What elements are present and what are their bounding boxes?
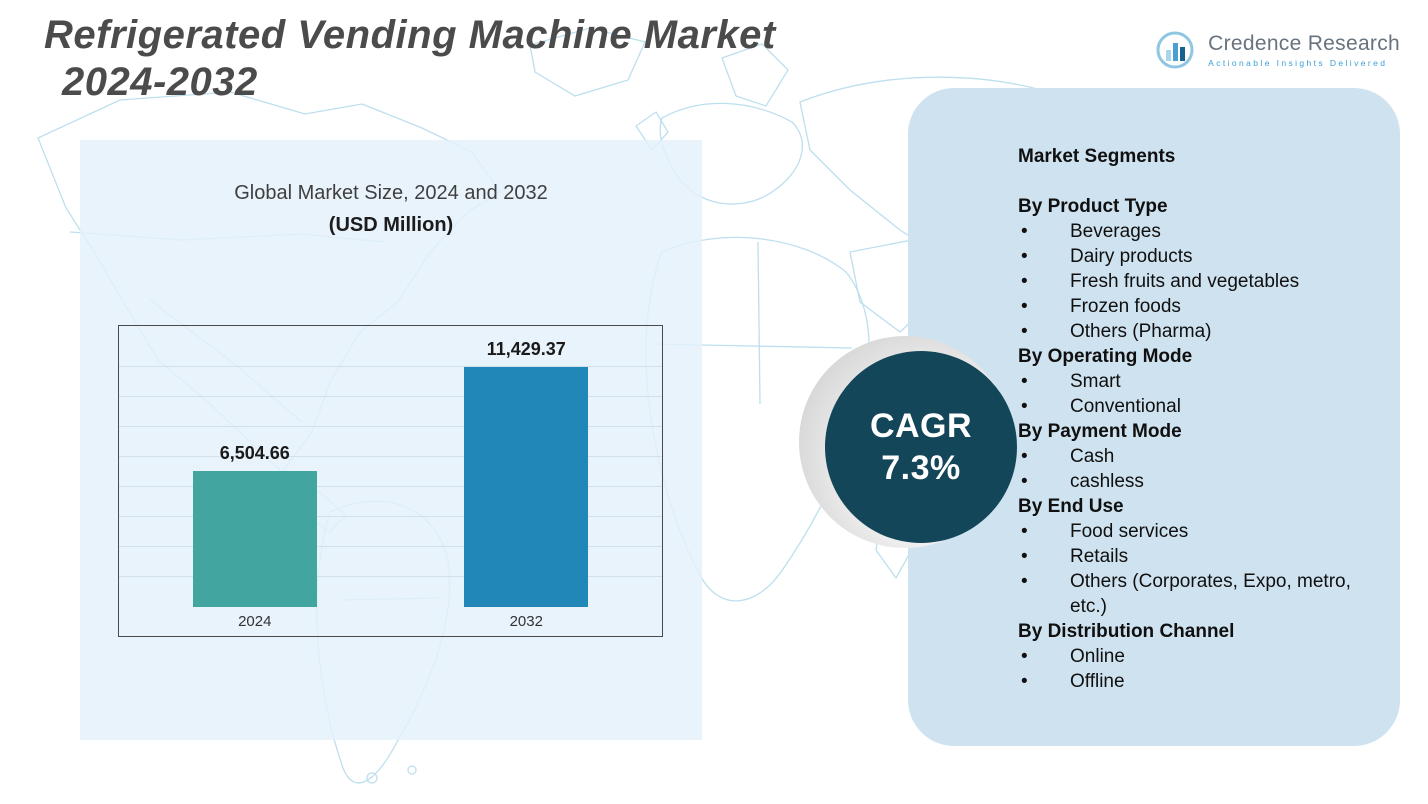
segment-group-heading: By Operating Mode xyxy=(1018,346,1193,367)
segment-item: Online xyxy=(1018,644,1354,669)
chart-header: Global Market Size, 2024 and 2032 (USD M… xyxy=(80,182,702,237)
gridline xyxy=(119,576,662,577)
cagr-value: 7.3% xyxy=(881,449,961,487)
segment-group-items: BeveragesDairy productsFresh fruits and … xyxy=(1018,219,1354,344)
segment-item: Others (Corporates, Expo, metro, etc.) xyxy=(1018,569,1354,619)
logo-name: Credence Research xyxy=(1208,32,1400,55)
segments-list: By Product TypeBeveragesDairy productsFr… xyxy=(1018,194,1354,694)
gridline xyxy=(119,456,662,457)
bar-2032 xyxy=(464,367,589,607)
segment-group-items: Cashcashless xyxy=(1018,444,1354,494)
page-title-line2: 2024-2032 xyxy=(62,60,258,105)
logo-text: Credence Research Actionable Insights De… xyxy=(1208,32,1400,68)
logo: Credence Research Actionable Insights De… xyxy=(1154,28,1400,72)
logo-tagline: Actionable Insights Delivered xyxy=(1208,58,1388,68)
cagr-label: CAGR xyxy=(869,406,973,445)
segment-group-items: OnlineOffline xyxy=(1018,644,1354,694)
segment-group-items: Food servicesRetailsOthers (Corporates, … xyxy=(1018,519,1354,619)
bar-category-label: 2024 xyxy=(238,613,272,630)
bar-value-label: 11,429.37 xyxy=(486,339,566,359)
bar-category-label: 2032 xyxy=(509,613,543,630)
segment-item: cashless xyxy=(1018,469,1354,494)
bar-group-2032: 11,429.37 2032 xyxy=(391,326,663,636)
page-title: Refrigerated Vending Machine Market 2024… xyxy=(44,12,776,106)
segment-item: Food services xyxy=(1018,519,1354,544)
gridline xyxy=(119,486,662,487)
segment-group-items: SmartConventional xyxy=(1018,369,1354,419)
segment-item: Offline xyxy=(1018,669,1354,694)
segment-item: Retails xyxy=(1018,544,1354,569)
segment-group-heading: By Product Type xyxy=(1018,196,1168,217)
bar-chart: 6,504.66 2024 11,429.37 2032 xyxy=(118,325,663,637)
segment-group-heading: By End Use xyxy=(1018,496,1124,517)
gridline xyxy=(119,516,662,517)
logo-bar-chart-icon xyxy=(1156,31,1194,69)
segment-item: Cash xyxy=(1018,444,1354,469)
page-title-line1: Refrigerated Vending Machine Market xyxy=(44,13,776,57)
chart-title: Global Market Size, 2024 and 2032 xyxy=(234,182,548,204)
segment-item: Dairy products xyxy=(1018,244,1354,269)
segment-item: Conventional xyxy=(1018,394,1354,419)
gridline xyxy=(119,546,662,547)
chart-subtitle: (USD Million) xyxy=(328,214,454,236)
segments-title: Market Segments xyxy=(1018,146,1176,167)
chart-bars: 6,504.66 2024 11,429.37 2032 xyxy=(119,326,662,636)
segment-item: Frozen foods xyxy=(1018,294,1354,319)
segment-group-heading: By Distribution Channel xyxy=(1018,621,1235,642)
segment-item: Beverages xyxy=(1018,219,1354,244)
gridline xyxy=(119,366,662,367)
market-size-panel: Global Market Size, 2024 and 2032 (USD M… xyxy=(80,140,702,740)
bar-value-label: 6,504.66 xyxy=(219,443,290,463)
bar-2024 xyxy=(192,471,317,607)
segment-item: Smart xyxy=(1018,369,1354,394)
segment-item: Others (Pharma) xyxy=(1018,319,1354,344)
segment-group-heading: By Payment Mode xyxy=(1018,421,1182,442)
gridline xyxy=(119,426,662,427)
bar-group-2024: 6,504.66 2024 xyxy=(119,326,391,636)
cagr-badge: CAGR 7.3% xyxy=(825,351,1017,543)
gridline xyxy=(119,396,662,397)
segment-item: Fresh fruits and vegetables xyxy=(1018,269,1354,294)
